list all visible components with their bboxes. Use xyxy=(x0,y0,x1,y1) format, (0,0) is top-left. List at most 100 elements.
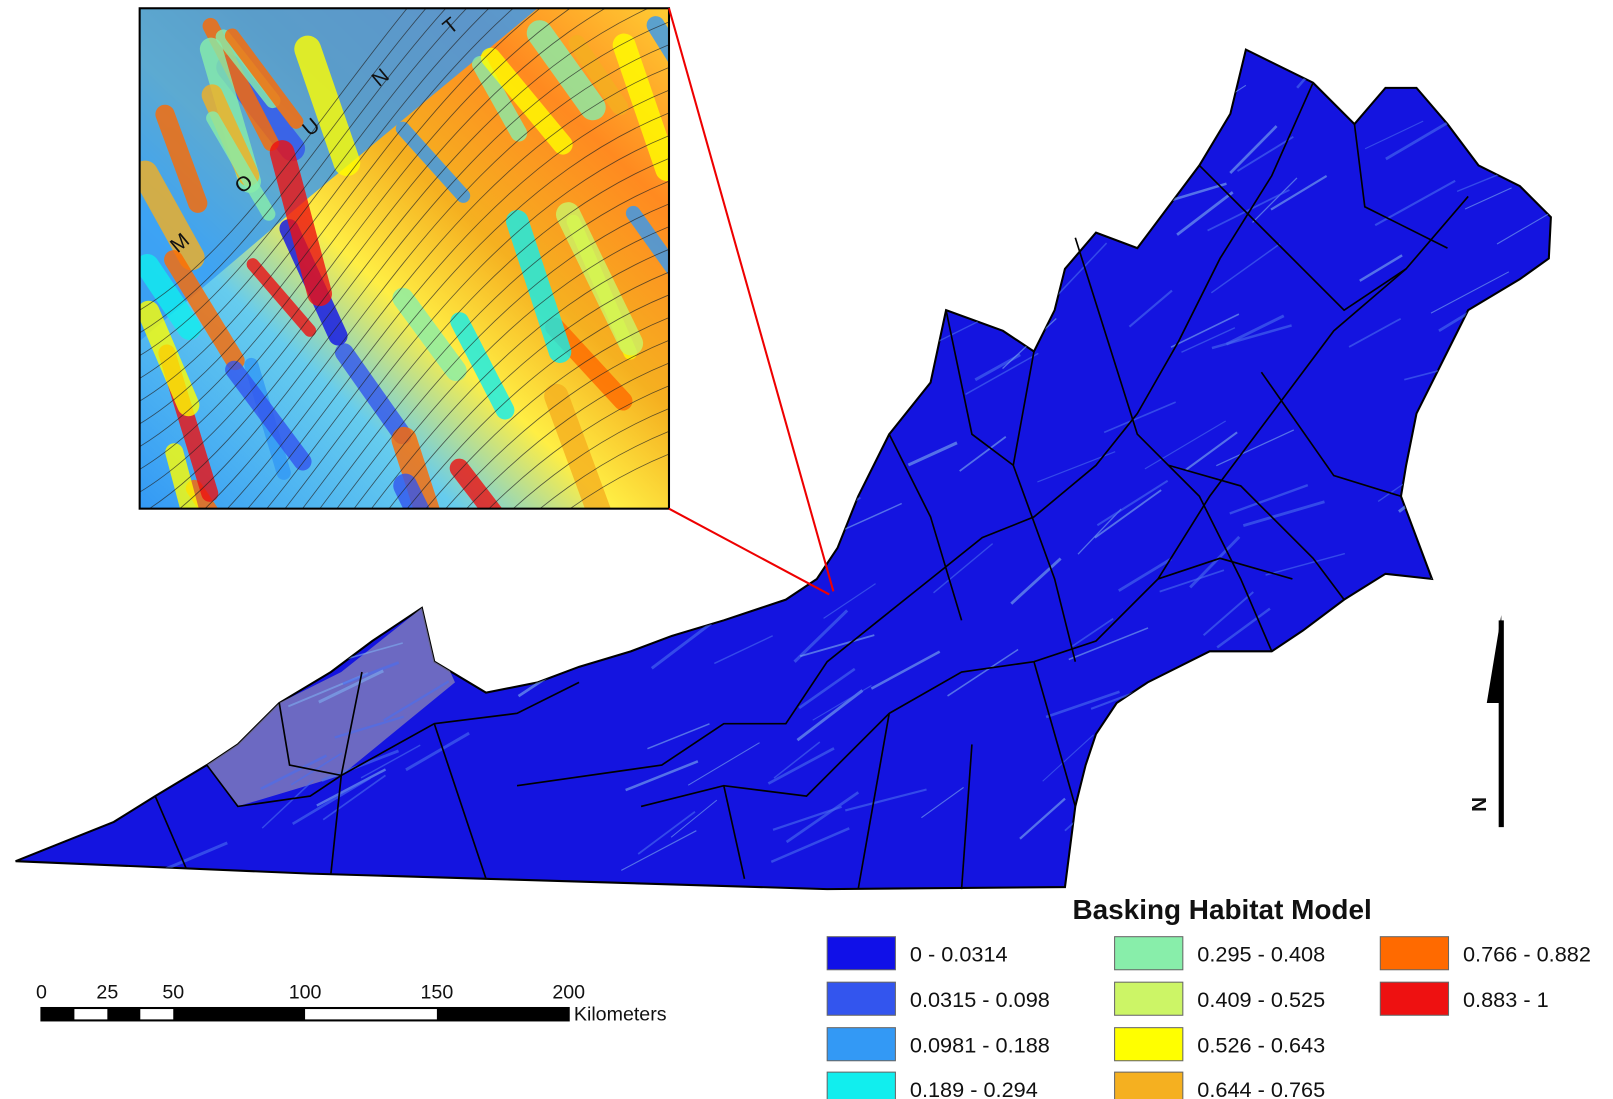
texture-streak xyxy=(867,253,929,282)
texture-streak xyxy=(1491,50,1566,87)
texture-streak xyxy=(917,184,993,214)
texture-streak xyxy=(478,627,546,660)
texture-streak xyxy=(1168,779,1228,826)
texture-streak xyxy=(772,218,823,252)
texture-streak xyxy=(1417,704,1490,733)
texture-streak xyxy=(1195,672,1242,705)
texture-streak xyxy=(813,153,881,182)
texture-streak xyxy=(815,343,871,383)
texture-streak xyxy=(1432,33,1486,63)
map: MOUNT N 02550100150200Kilometers Basking… xyxy=(0,0,1613,1099)
scale-label: 150 xyxy=(421,982,454,1004)
scale-segment xyxy=(107,1008,140,1020)
texture-streak xyxy=(994,109,1052,133)
texture-streak xyxy=(840,360,915,404)
texture-streak xyxy=(1373,689,1417,724)
texture-streak xyxy=(774,448,852,490)
legend-swatch xyxy=(1115,1028,1183,1061)
texture-streak xyxy=(193,537,240,566)
texture-streak xyxy=(1213,767,1277,818)
leader-line xyxy=(669,8,833,591)
texture-streak xyxy=(314,535,381,584)
legend-label: 0.0981 - 0.188 xyxy=(910,1032,1050,1057)
texture-streak xyxy=(947,92,1000,118)
texture-streak xyxy=(1474,397,1516,444)
scale-label: 100 xyxy=(289,982,322,1004)
texture-streak xyxy=(1199,777,1244,823)
leader-line xyxy=(669,509,829,595)
north-arrow: N xyxy=(1468,615,1503,827)
texture-streak xyxy=(760,103,803,136)
legend-swatch xyxy=(827,937,895,970)
texture-streak xyxy=(1448,535,1503,566)
texture-streak xyxy=(1399,462,1463,512)
texture-streak xyxy=(1256,846,1331,878)
texture-streak xyxy=(1462,108,1538,131)
legend-swatch xyxy=(827,982,895,1015)
texture-streak xyxy=(410,575,462,599)
texture-streak xyxy=(287,618,340,668)
texture-streak xyxy=(936,156,998,185)
legend-label: 0.644 - 0.765 xyxy=(1197,1077,1325,1099)
texture-streak xyxy=(361,579,417,616)
texture-streak xyxy=(1311,708,1356,729)
texture-streak xyxy=(890,291,938,336)
texture-streak xyxy=(313,511,394,546)
texture-streak xyxy=(1391,810,1436,854)
texture-streak xyxy=(920,199,986,240)
legend-label: 0.883 - 1 xyxy=(1463,987,1549,1012)
scale-label: 25 xyxy=(96,982,118,1004)
texture-streak xyxy=(716,127,769,164)
texture-streak xyxy=(1297,38,1340,88)
texture-streak xyxy=(789,481,858,505)
texture-streak xyxy=(803,23,851,69)
legend-swatch xyxy=(827,1072,895,1099)
legend-swatch xyxy=(827,1028,895,1061)
texture-streak xyxy=(1488,797,1551,836)
legend-label: 0.0315 - 0.098 xyxy=(910,987,1050,1012)
texture-streak xyxy=(761,397,813,425)
texture-streak xyxy=(1373,600,1450,634)
texture-streak xyxy=(798,80,877,130)
scale-label: 50 xyxy=(162,982,184,1004)
texture-streak xyxy=(1018,109,1065,151)
scale-label: 200 xyxy=(552,982,585,1004)
texture-streak xyxy=(786,401,843,426)
north-label: N xyxy=(1468,797,1491,812)
texture-streak xyxy=(1117,747,1182,785)
texture-streak xyxy=(1471,317,1542,366)
texture-streak xyxy=(1001,217,1074,258)
texture-streak xyxy=(352,505,416,543)
texture-streak xyxy=(1323,758,1394,793)
texture-streak xyxy=(1445,455,1488,488)
texture-streak xyxy=(1164,675,1226,709)
texture-streak xyxy=(1173,88,1231,117)
texture-streak xyxy=(806,103,867,148)
texture-streak xyxy=(777,161,838,191)
texture-streak xyxy=(943,46,1006,92)
legend-swatch xyxy=(1115,1072,1183,1099)
texture-streak xyxy=(186,705,240,749)
texture-streak xyxy=(204,563,250,591)
scale-segment xyxy=(437,1008,569,1020)
texture-streak xyxy=(910,262,985,306)
texture-streak xyxy=(961,198,1025,221)
texture-streak xyxy=(819,69,872,105)
legend-title: Basking Habitat Model xyxy=(1072,894,1371,925)
legend-label: 0.526 - 0.643 xyxy=(1197,1032,1325,1057)
texture-streak xyxy=(812,263,856,304)
texture-streak xyxy=(1039,97,1101,125)
legend-swatch xyxy=(1115,937,1183,970)
scale-label: 0 xyxy=(36,982,47,1004)
texture-streak xyxy=(747,87,829,125)
legend-swatch xyxy=(1380,937,1448,970)
texture-streak xyxy=(369,525,412,562)
texture-streak xyxy=(746,325,810,374)
legend-label: 0.295 - 0.408 xyxy=(1197,941,1325,966)
texture-streak xyxy=(1065,164,1115,201)
texture-streak xyxy=(1110,856,1174,877)
texture-streak xyxy=(545,539,609,575)
legend-swatch xyxy=(1115,982,1183,1015)
texture-streak xyxy=(1458,722,1499,769)
